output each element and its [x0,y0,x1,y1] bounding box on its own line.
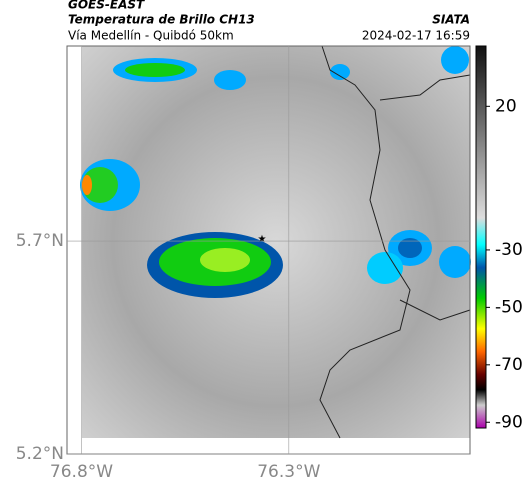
svg-text:★: ★ [258,234,267,245]
colorbar-tick-label: -90 [495,412,523,432]
x-tick-label: 76.3°W [257,462,320,482]
org: SIATA [432,13,470,27]
datetime: 2024-02-17 16:59 [362,29,470,43]
route: Vía Medellín - Quibdó 50km [68,29,234,43]
colorbar-tick-label: -50 [495,297,523,317]
y-tick-label: 5.2°N [16,444,64,464]
y-tick-label: 5.7°N [16,231,64,251]
source: GOES-EAST [68,0,145,12]
colorbar-tick-label: -30 [495,240,523,260]
colorbar-tick-label: -70 [495,355,523,375]
satellite-image: ★ [80,45,471,439]
title: Temperatura de Brillo CH13 [68,13,255,27]
x-tick-label: 76.8°W [50,462,113,482]
colorbar-tick-label: 20 [495,96,517,116]
colorbar [475,45,487,429]
